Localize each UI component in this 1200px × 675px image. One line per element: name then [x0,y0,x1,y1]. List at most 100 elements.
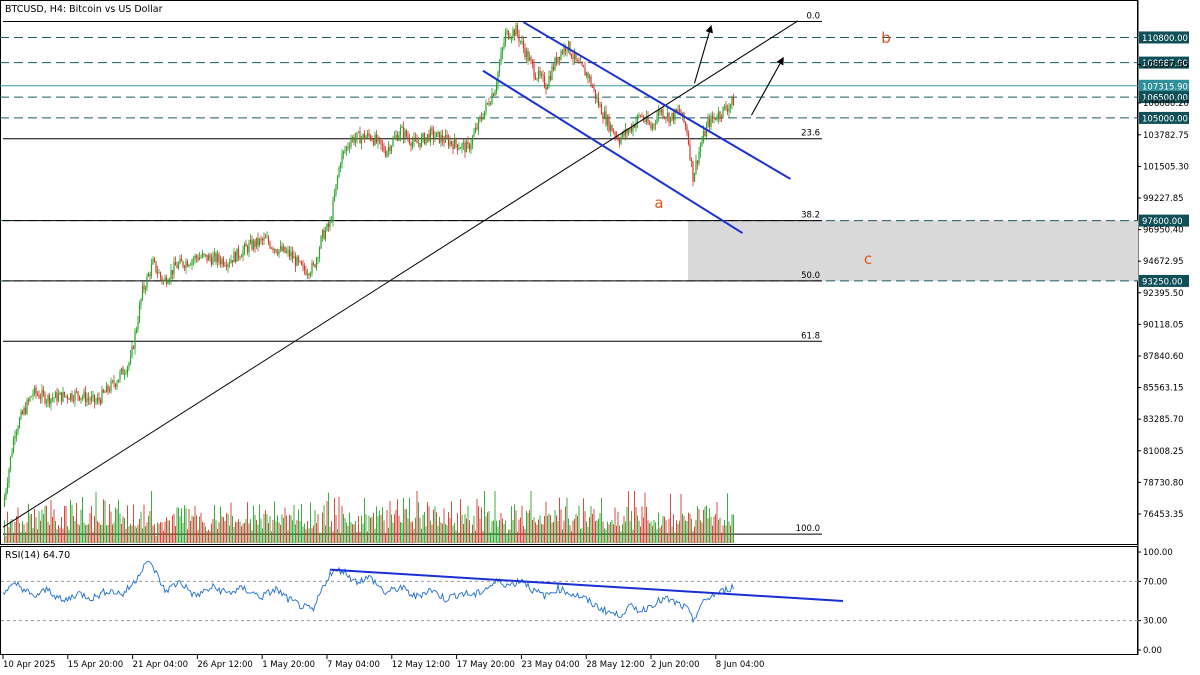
candle-body [344,150,346,152]
candle-body [278,249,280,255]
candle-body [438,131,441,143]
candle-body [131,346,133,356]
candle-body [362,133,364,138]
candle-body [509,38,511,40]
candle-body [596,97,598,99]
candle-body [357,131,360,133]
candle-body [135,328,138,332]
candle-body [422,133,424,138]
candle-body [579,62,582,64]
candle-body [5,490,7,497]
candle-body [96,397,99,402]
candle-body [359,131,361,144]
candle-body [39,398,42,399]
fib-level-label: 61.8 [801,331,820,341]
candle-body [491,93,493,104]
candle-body [12,438,15,453]
channel-lower-line [482,69,744,234]
candle-body [161,276,163,282]
candle-body [386,151,388,157]
candle-body [215,253,217,263]
candle-body [335,184,337,195]
candle-body [464,142,466,153]
candle-body [284,246,286,253]
candle-body [66,395,69,399]
candle-body [212,256,214,265]
candle-body [224,265,226,267]
candle-body [234,252,237,262]
candle-body [417,142,420,144]
candle-body [44,393,46,403]
candle-body [216,254,219,263]
candle-body [179,258,181,264]
candle-body [293,256,295,259]
candle-body [669,116,672,123]
candle-body [515,25,517,36]
candle-body [626,129,628,134]
candle-body [434,137,436,139]
candle-body [707,118,709,126]
price-tick-label: 85563.15 [1143,384,1184,394]
candle-body [372,140,375,145]
candle-body [98,397,100,400]
fib-level-label: 38.2 [801,211,820,221]
candle-body [129,355,132,363]
candle-body [29,396,31,401]
candle-body [345,146,348,151]
candle-body [302,264,304,267]
candle-body [51,398,54,399]
candle-body [453,138,456,149]
candle-body [186,261,189,267]
candle-body [137,321,139,329]
candle-body [719,111,721,118]
candle-body [260,238,262,240]
candle-body [176,265,178,269]
rsi-tick-label: 30.00 [1143,617,1167,627]
price-tag-bg [1139,56,1189,69]
candle-body [63,391,66,396]
candle-body [530,57,532,61]
candle-body [209,255,211,259]
candle-body [3,496,6,507]
candle-body [573,53,576,60]
candle-body [152,259,154,265]
candle-body [446,134,448,138]
candle-body [482,118,484,120]
candle-body [287,250,289,252]
candle-body [21,411,24,414]
price-tick-label: 106080.20 [1143,99,1189,109]
candle-body [443,140,445,143]
candle-body [188,264,190,267]
candle-body [387,146,390,152]
candle-body [581,62,583,66]
candle-body [248,243,250,253]
candle-body [404,130,406,139]
candle-body [392,138,394,147]
candle-body [116,382,118,387]
candle-body [399,127,402,136]
candle-body [519,41,522,42]
candle-body [242,249,244,257]
candle-body [213,253,216,257]
candle-body [275,249,277,253]
candle-body [389,146,391,152]
candle-body [174,262,177,266]
candle-body [78,395,81,400]
candle-body [461,143,463,149]
candle-body [522,40,525,49]
candle-body [147,274,150,277]
candle-body [170,269,172,280]
candle-body [540,74,543,76]
candle-body [645,116,648,122]
candle-body [321,229,324,237]
candle-body [89,399,91,401]
candle-body [249,239,252,244]
candle-body [95,401,97,403]
price-tag-bg [1139,111,1189,124]
candle-body [240,256,243,258]
candle-body [56,392,58,402]
candle-body [395,135,397,137]
candle-body [536,78,538,80]
candle-body [542,74,544,77]
